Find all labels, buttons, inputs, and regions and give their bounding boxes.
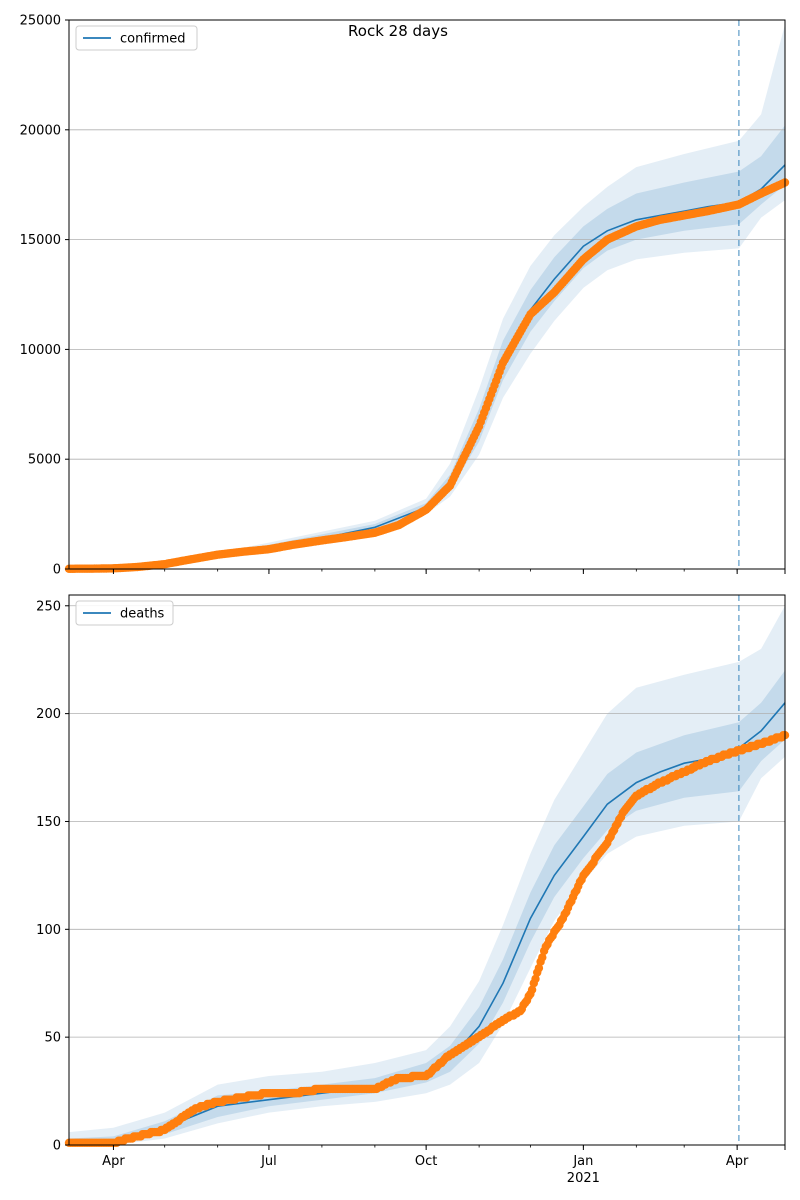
- model-line: [68, 702, 786, 1146]
- confirmed-y-axis: 0 5000 10000 15000 20000 25000: [20, 14, 69, 578]
- band_50-area: [69, 125, 785, 570]
- deaths-series: [64, 702, 790, 1148]
- y-tick-label: 0: [53, 1139, 61, 1154]
- x-tick-label: Jul: [260, 1154, 277, 1169]
- confirmed-panel: 0 5000 10000 15000 20000 25000 confirmed: [20, 14, 790, 578]
- x-tick-label: Apr: [726, 1154, 749, 1169]
- y-tick-label: 5000: [28, 453, 61, 468]
- y-tick-label: 200: [36, 707, 61, 722]
- y-tick-label: 25000: [20, 14, 61, 29]
- x-tick-label: Oct: [415, 1154, 437, 1169]
- deaths-legend: deaths: [75, 600, 174, 626]
- y-tick-label: 20000: [20, 123, 61, 138]
- deaths-uncertainty-bands: [69, 605, 785, 1145]
- band_95-area: [69, 605, 785, 1145]
- confirmed-axes-frame: [68, 19, 786, 570]
- figure-title: Rock 28 days: [348, 22, 448, 40]
- legend-label: deaths: [120, 607, 165, 622]
- y-tick-label: 0: [53, 563, 61, 578]
- confirmed-uncertainty-bands: [69, 24, 785, 570]
- confirmed-gridlines: [69, 19, 785, 460]
- y-tick-label: 15000: [20, 233, 61, 248]
- observed-point: [527, 985, 537, 994]
- legend-box: [75, 25, 198, 51]
- deaths-panel: 0 50 100 150 200 250 Apr Jul Oct Jan 2021 Apr deat…: [36, 594, 790, 1186]
- deaths-axes-frame: [68, 594, 786, 1146]
- confirmed-legend: confirmed: [75, 25, 198, 51]
- y-tick-label: 100: [36, 923, 61, 938]
- observed-point: [534, 963, 544, 973]
- observed-point: [531, 974, 540, 984]
- x-tick-label: Apr: [102, 1154, 125, 1169]
- deaths-y-axis: 0 50 100 150 200 250: [36, 599, 69, 1154]
- y-tick-label: 150: [36, 815, 61, 830]
- confirmed-x-axis: [112, 569, 786, 574]
- legend-box: [75, 600, 174, 626]
- observed-point: [538, 953, 547, 962]
- deaths-gridlines: [69, 605, 785, 1038]
- x-tick-label: Jan: [572, 1154, 593, 1169]
- band_50-area: [69, 670, 785, 1145]
- band_95-area: [69, 24, 785, 569]
- legend-label: confirmed: [120, 32, 186, 47]
- x-tick-year-label: 2021: [567, 1171, 600, 1186]
- y-tick-label: 50: [44, 1031, 61, 1046]
- confirmed-series: [64, 164, 790, 573]
- y-tick-label: 250: [36, 599, 61, 614]
- deaths-x-axis: Apr Jul Oct Jan 2021 Apr: [102, 1145, 786, 1186]
- y-tick-label: 10000: [20, 343, 61, 358]
